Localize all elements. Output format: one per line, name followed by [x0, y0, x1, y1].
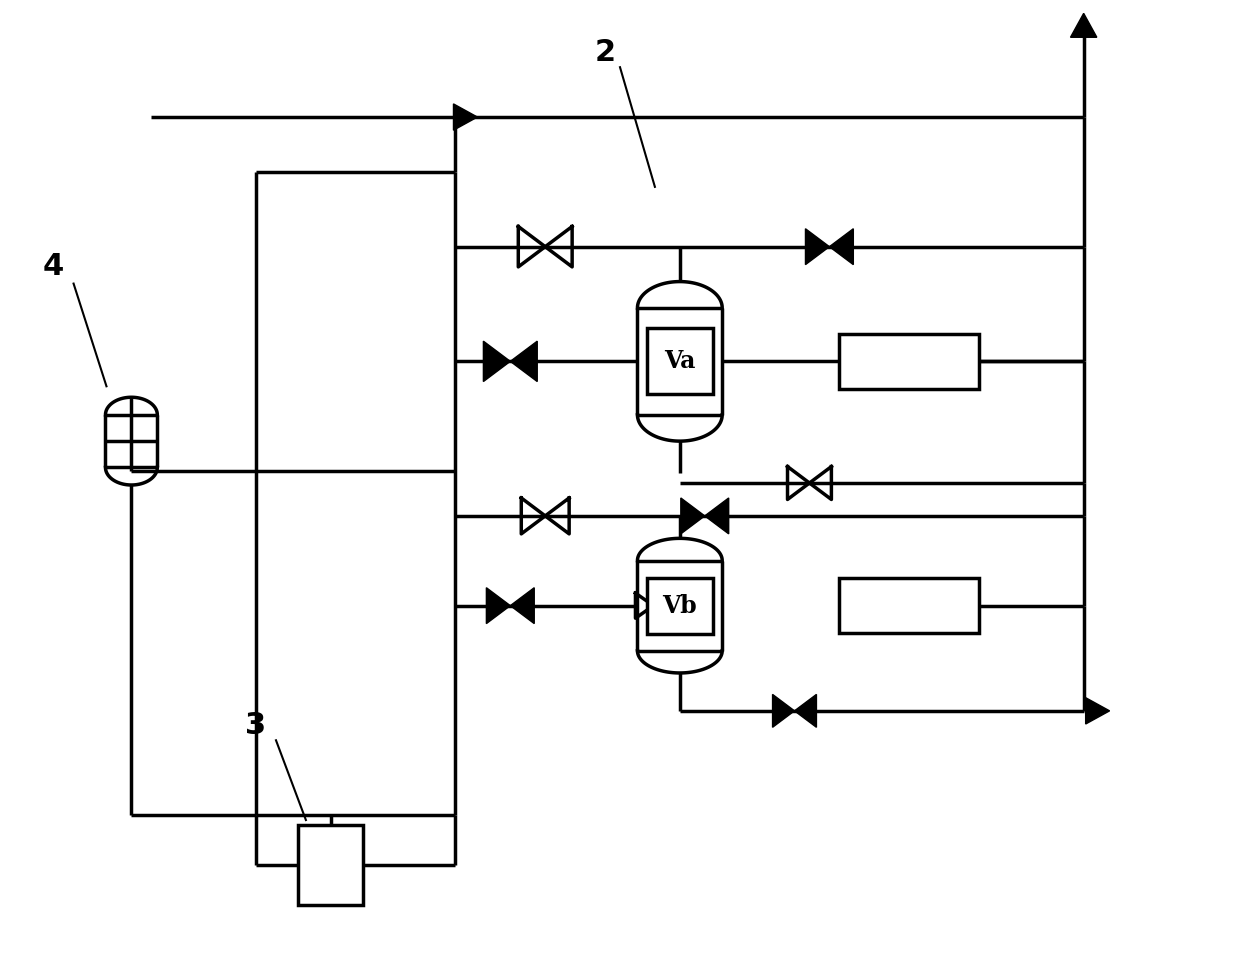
Bar	[839, 579, 978, 633]
Polygon shape	[806, 229, 830, 265]
Polygon shape	[511, 587, 534, 623]
Text: 2: 2	[594, 38, 615, 67]
Bar	[839, 334, 978, 388]
Bar	[299, 825, 363, 905]
Polygon shape	[1086, 698, 1110, 724]
Polygon shape	[511, 341, 537, 382]
Bar	[647, 328, 713, 394]
Bar	[647, 578, 713, 634]
Polygon shape	[773, 694, 795, 727]
Polygon shape	[830, 229, 853, 265]
Text: Va: Va	[665, 350, 696, 374]
Polygon shape	[795, 694, 816, 727]
Polygon shape	[486, 587, 511, 623]
Polygon shape	[681, 498, 704, 534]
Text: P =P1: P =P1	[879, 352, 939, 370]
Text: P =Po: P =Po	[879, 596, 939, 615]
Polygon shape	[1070, 14, 1097, 37]
Text: 3: 3	[246, 711, 267, 740]
Text: Vb: Vb	[662, 593, 697, 618]
Polygon shape	[484, 341, 511, 382]
Text: 4: 4	[43, 252, 64, 282]
Polygon shape	[454, 104, 477, 130]
Polygon shape	[704, 498, 729, 534]
